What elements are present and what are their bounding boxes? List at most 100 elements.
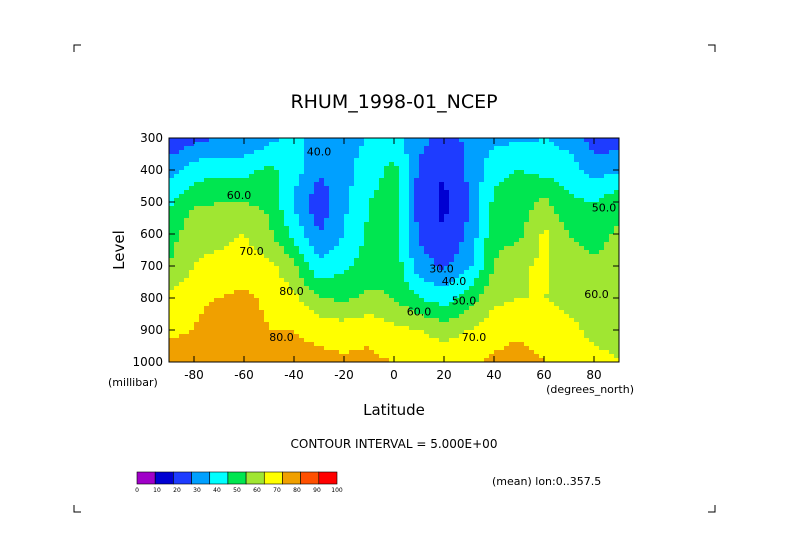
heatmap-cell [189,322,195,327]
heatmap-cell [434,238,440,243]
heatmap-cell [269,258,275,263]
heatmap-cell [369,302,375,307]
heatmap-cell [194,298,200,303]
heatmap-cell [454,230,460,235]
heatmap-cell [444,290,450,295]
heatmap-cell [464,282,470,287]
heatmap-cell [294,198,300,203]
heatmap-cell [609,158,615,163]
heatmap-cell [364,242,370,247]
heatmap-cell [564,258,570,263]
heatmap-cell [524,170,530,175]
heatmap-cell [364,178,370,183]
heatmap-cell [329,186,335,191]
heatmap-cell [494,278,500,283]
heatmap-cell [174,158,180,163]
heatmap-cell [184,230,190,235]
heatmap-cell [189,190,195,195]
heatmap-cell [524,294,530,299]
heatmap-cell [199,282,205,287]
heatmap-cell [224,222,230,227]
heatmap-cell [249,358,255,363]
heatmap-cell [259,234,265,239]
heatmap-cell [199,242,205,247]
heatmap-cell [354,246,360,251]
heatmap-cell [499,198,505,203]
heatmap-cell [354,202,360,207]
heatmap-cell [444,234,450,239]
heatmap-cell [544,314,550,319]
heatmap-cell [259,354,265,359]
heatmap-cell [284,278,290,283]
heatmap-cell [274,330,280,335]
heatmap-cell [224,302,230,307]
heatmap-cell [459,278,465,283]
heatmap-cell [314,302,320,307]
heatmap-cell [179,218,185,223]
heatmap-cell [509,350,515,355]
heatmap-cell [369,286,375,291]
heatmap-cell [204,254,210,259]
heatmap-cell [264,290,270,295]
heatmap-cell [429,330,435,335]
heatmap-cell [229,178,235,183]
heatmap-cell [499,350,505,355]
heatmap-cell [614,326,620,331]
heatmap-cell [314,274,320,279]
heatmap-cell [394,350,400,355]
heatmap-cell [174,342,180,347]
heatmap-cell [179,146,185,151]
heatmap-cell [434,154,440,159]
heatmap-cell [169,342,175,347]
heatmap-cell [394,218,400,223]
heatmap-cell [329,166,335,171]
heatmap-cell [579,290,585,295]
heatmap-cell [409,306,415,311]
heatmap-cell [194,238,200,243]
heatmap-cell [189,226,195,231]
heatmap-cell [364,338,370,343]
heatmap-cell [184,206,190,211]
heatmap-cell [509,274,515,279]
heatmap-cell [514,246,520,251]
heatmap-cell [474,314,480,319]
heatmap-cell [244,210,250,215]
heatmap-cell [354,310,360,315]
heatmap-cell [519,314,525,319]
heatmap-cell [274,138,280,143]
heatmap-cell [514,310,520,315]
heatmap-cell [229,254,235,259]
heatmap-cell [249,314,255,319]
heatmap-cell [234,202,240,207]
heatmap-cell [179,358,185,363]
heatmap-cell [439,306,445,311]
heatmap-cell [379,182,385,187]
heatmap-cell [469,278,475,283]
heatmap-cell [344,214,350,219]
heatmap-cell [209,342,215,347]
heatmap-cell [469,350,475,355]
heatmap-cell [289,158,295,163]
heatmap-cell [529,202,535,207]
heatmap-cell [499,170,505,175]
heatmap-cell [254,302,260,307]
heatmap-cell [384,306,390,311]
heatmap-cell [234,206,240,211]
heatmap-cell [534,350,540,355]
heatmap-cell [279,206,285,211]
heatmap-cell [499,250,505,255]
heatmap-cell [534,318,540,323]
heatmap-cell [519,262,525,267]
heatmap-cell [494,178,500,183]
heatmap-cell [439,286,445,291]
heatmap-cell [509,330,515,335]
heatmap-cell [304,170,310,175]
heatmap-cell [434,178,440,183]
heatmap-cell [549,186,555,191]
heatmap-cell [519,298,525,303]
heatmap-cell [564,222,570,227]
heatmap-cell [359,206,365,211]
heatmap-cell [429,322,435,327]
heatmap-cell [219,218,225,223]
heatmap-cell [594,350,600,355]
